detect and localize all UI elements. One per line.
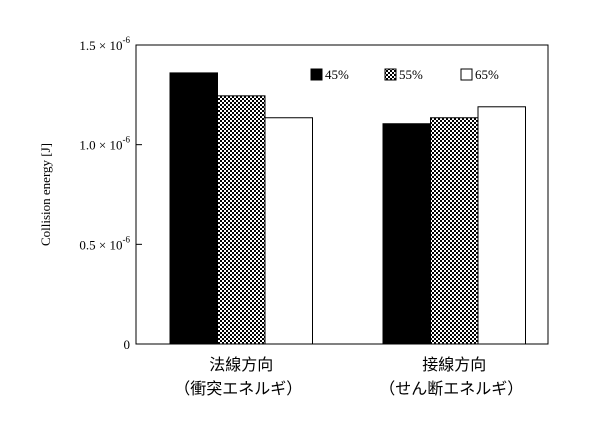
legend-swatch <box>384 68 397 81</box>
y-tick-label: 0.5 × 10-6 <box>79 234 130 252</box>
plot-area: 0 0.5 × 10-6 1.0 × 10-6 1.5 × 10-6 Collision… <box>38 35 549 398</box>
legend-swatch <box>310 68 323 81</box>
category-sublabel: （せん断エネルギ） <box>379 379 523 398</box>
y-tick-label: 0 <box>124 337 131 352</box>
y-tick-label: 1.5 × 10-6 <box>79 35 130 53</box>
legend-swatch <box>460 68 473 81</box>
legend-label: 65% <box>475 67 499 82</box>
category-label: 接線方向 <box>422 355 486 374</box>
y-tick-label: 1.0 × 10-6 <box>79 135 130 153</box>
y-axis-title: Collision energy [J] <box>38 143 53 246</box>
category-label: 法線方向 <box>209 355 273 374</box>
bar-55pct-1 <box>430 117 479 345</box>
bar-65pct-1 <box>477 106 526 345</box>
bar-65pct-0 <box>264 117 313 345</box>
plot-frame <box>135 44 549 345</box>
bar-45pct-1 <box>382 123 431 345</box>
bar-55pct-0 <box>217 95 266 345</box>
category-sublabel: （衝突エネルギ） <box>174 379 302 398</box>
legend-label: 55% <box>399 67 423 82</box>
bar-45pct-0 <box>169 72 218 345</box>
legend-label: 45% <box>325 67 349 82</box>
